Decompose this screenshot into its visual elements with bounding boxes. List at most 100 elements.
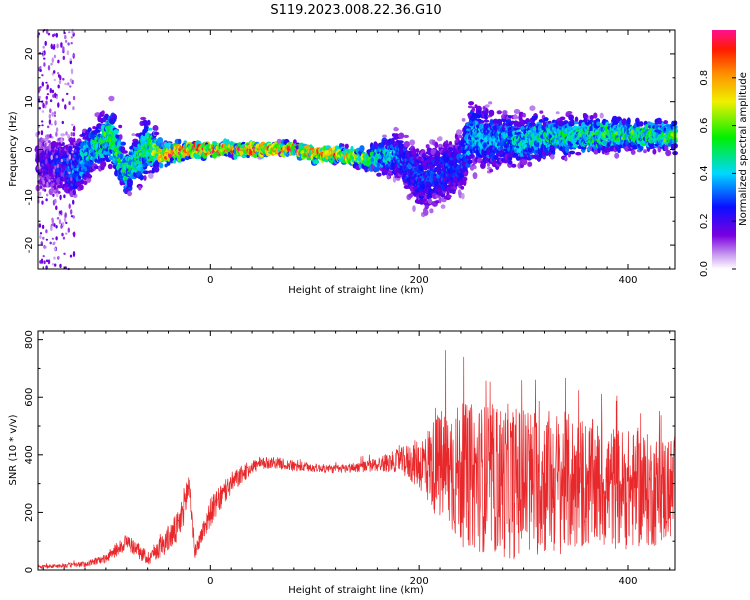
spectrogram-cell — [104, 114, 109, 119]
spectrogram-cell — [119, 153, 124, 160]
spectrogram-cell — [574, 121, 579, 125]
spectrogram-cell — [527, 161, 533, 167]
spectrogram-cell — [83, 180, 88, 186]
spectrogram-cell — [488, 109, 495, 117]
spectrogram-cell — [543, 117, 549, 122]
spectrogram-cell — [107, 163, 113, 170]
spectrogram-cell — [127, 190, 132, 197]
spectrogram-cell — [118, 124, 123, 129]
spectrogram-cell — [461, 118, 466, 122]
spectrogram-cell — [492, 118, 498, 124]
spectrogram-cell — [529, 105, 536, 111]
spectrogram-cell — [313, 159, 320, 165]
spectrogram-cell — [95, 151, 99, 158]
figure-title: S119.2023.008.22.36.G10 — [270, 3, 441, 18]
spectrogram-cell — [72, 189, 77, 196]
spectrogram-cell — [108, 155, 114, 161]
spectrogram-cell — [415, 148, 420, 154]
spectrogram-cell — [126, 178, 133, 186]
spectrogram-cell — [79, 184, 84, 191]
spectrogram-cell — [427, 198, 433, 205]
spectrogram-cell — [143, 175, 147, 181]
spectrogram-cell — [539, 110, 544, 114]
spectrogram-cell — [144, 124, 149, 129]
spectrogram-marks — [34, 28, 679, 271]
spectrogram-cell — [153, 131, 160, 136]
spectrogram-cell — [534, 115, 538, 120]
spectrogram-cell — [128, 152, 133, 156]
spectrogram-cell — [138, 175, 145, 180]
spectrogram-cell — [113, 117, 117, 122]
spectrogram-cell — [119, 134, 123, 140]
spectrogram-cell — [467, 159, 473, 164]
spectrogram-cell — [437, 136, 443, 142]
spectrogram-cell — [68, 147, 73, 150]
spectrogram-cell — [446, 194, 452, 198]
spectrogram-cell — [568, 150, 576, 155]
spectrogram-cell — [468, 101, 475, 106]
spectrogram-cell — [123, 176, 129, 180]
spectrogram-cell — [403, 134, 410, 138]
spectrogram-cell — [460, 185, 465, 190]
spectrogram-cell — [489, 168, 494, 173]
spectrogram-cell — [508, 156, 513, 161]
spectrogram-cell — [522, 158, 528, 166]
spectrogram-cell — [108, 95, 115, 102]
spectrogram-cell — [583, 117, 588, 122]
spectrogram-cell — [122, 150, 128, 154]
spectrogram-cell — [484, 104, 490, 108]
spectrogram-cell — [596, 121, 601, 127]
spectrogram-cell — [60, 133, 66, 137]
spectrogram-cell — [58, 141, 65, 147]
spectrogram-cell — [472, 165, 477, 170]
spectrogram-cell — [398, 132, 405, 139]
spectrogram-cell — [83, 176, 88, 180]
spectrogram-cell — [147, 127, 153, 131]
spectrogram-cell — [158, 162, 164, 169]
spectrogram-cell — [483, 119, 490, 123]
spectrogram-cell — [92, 126, 97, 130]
spectrogram-cell — [522, 112, 526, 118]
spectrogram-cell — [169, 158, 174, 161]
spectrogram-cell — [555, 111, 560, 115]
spectrogram-cell — [461, 192, 465, 200]
spectrogram-cell — [496, 110, 502, 115]
spectrogram-cell — [138, 185, 142, 191]
spectrogram-cell — [196, 155, 202, 159]
spectrogram-cell — [382, 134, 387, 138]
spectrogram-cell — [140, 116, 147, 121]
spectrogram-cell — [131, 133, 136, 137]
spectrogram-cell — [549, 154, 555, 160]
spectrogram-cell — [87, 127, 92, 132]
spectrogram-cell — [403, 141, 410, 148]
spectrogram-cell — [142, 170, 149, 175]
spectrogram-cell — [570, 120, 575, 125]
spectrogram-cell — [559, 116, 566, 121]
spectrogram-cell — [101, 161, 107, 168]
spectrogram-cell — [101, 110, 105, 115]
spectrogram-cell — [456, 129, 463, 136]
spectrogram-cell — [153, 166, 160, 173]
spectrogram-cell — [56, 184, 63, 189]
spectrogram-cell — [172, 160, 177, 164]
spectrogram-cell — [86, 174, 93, 179]
spectrogram-cell — [593, 112, 598, 119]
spectrogram-cell — [424, 205, 429, 210]
spectrogram-cell — [180, 158, 185, 162]
spectrogram-cell — [120, 141, 126, 146]
spectrogram-cell — [472, 172, 478, 180]
spectrogram-cell — [462, 176, 468, 182]
spectrogram-cell — [434, 141, 439, 149]
spectrogram-cell — [147, 119, 151, 126]
spectrogram-cell — [117, 157, 122, 164]
spectrogram-cell — [38, 191, 42, 196]
spectrogram-cell — [599, 112, 604, 119]
spectrogram-cell — [113, 129, 119, 135]
spectrogram-cell — [47, 140, 51, 144]
spectrogram-cell — [513, 114, 518, 120]
spectrogram-cell — [440, 204, 446, 209]
spectrogram-cell — [422, 209, 429, 216]
spectrogram-cell — [359, 145, 365, 152]
